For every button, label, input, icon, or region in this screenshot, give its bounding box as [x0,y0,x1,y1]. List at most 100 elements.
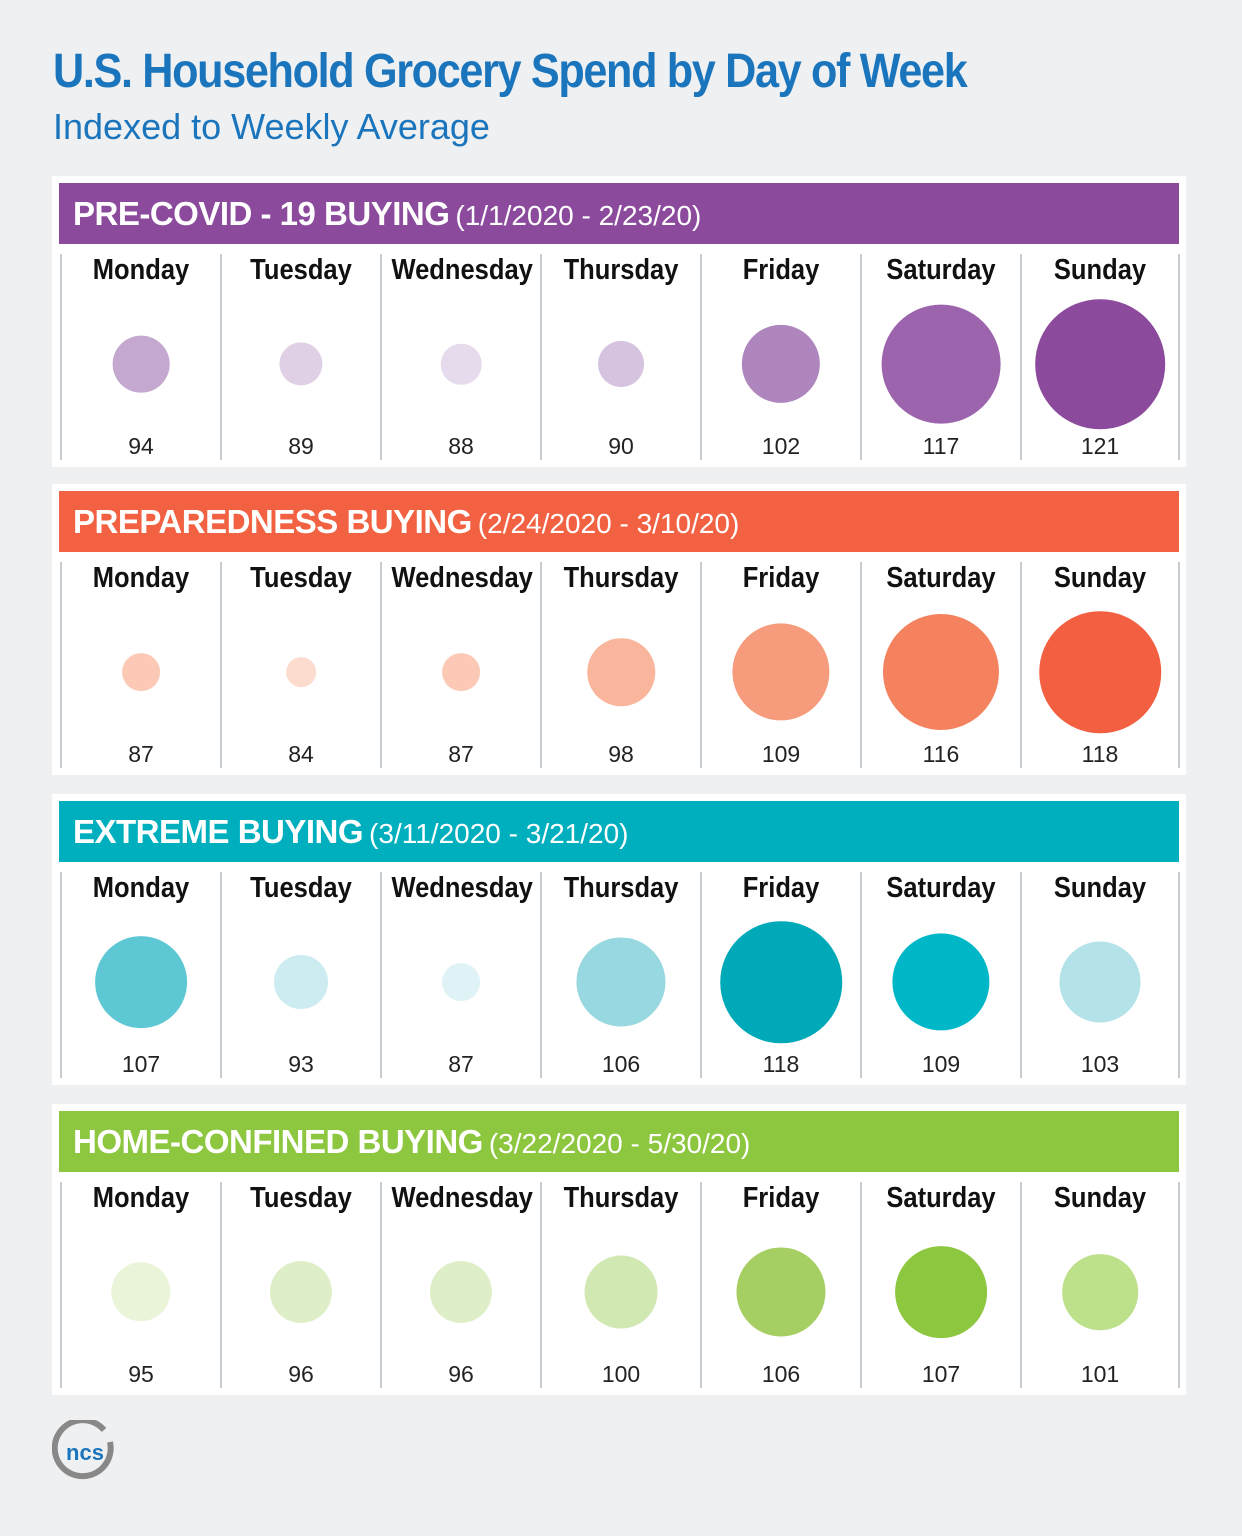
day-cell: Wednesday 96 [380,1182,540,1388]
day-label: Wednesday [391,872,533,904]
day-cell: Sunday 101 [1020,1182,1180,1388]
bubble [440,343,482,385]
index-value: 87 [448,741,474,767]
period-range: (3/22/2020 - 5/30/20) [488,1128,751,1159]
day-label: Monday [92,254,190,286]
period-range: (2/24/2020 - 3/10/20) [477,508,740,539]
day-cell: Tuesday 89 [220,254,380,460]
index-value: 102 [761,433,801,459]
bubble [736,1247,826,1337]
index-value: 121 [1080,433,1120,459]
bubble [598,341,644,387]
bubble [429,1260,493,1324]
period-name: PRE-COVID - 19 BUYING [73,195,450,232]
day-label: Wednesday [391,1182,533,1214]
day-cell: Thursday 98 [540,562,700,768]
day-cell: Monday 94 [60,254,220,460]
bubble [1039,611,1161,733]
period-panel: HOME-CONFINED BUYING (3/22/2020 - 5/30/20… [52,1104,1186,1395]
period-name: PREPAREDNESS BUYING [73,503,472,540]
day-cell: Friday 118 [700,872,860,1078]
bubble [274,955,328,1009]
day-label: Thursday [563,562,679,594]
bubble [95,936,187,1028]
index-value: 87 [448,1051,474,1077]
day-cell: Sunday 118 [1020,562,1180,768]
day-cell: Monday 95 [60,1182,220,1388]
index-value: 96 [288,1361,314,1387]
bubble [279,342,323,386]
day-cell: Thursday 90 [540,254,700,460]
index-value: 103 [1080,1051,1120,1077]
index-value: 107 [921,1361,961,1387]
bubble [895,1246,987,1338]
day-label: Monday [92,872,190,904]
index-value: 95 [128,1361,154,1387]
index-value: 98 [608,741,634,767]
day-label: Friday [742,872,820,904]
period-name: EXTREME BUYING [73,813,364,850]
index-value: 96 [448,1361,474,1387]
day-label: Tuesday [250,1182,352,1214]
index-value: 84 [288,741,314,767]
day-label: Saturday [886,562,996,594]
bubble [442,963,480,1001]
day-label: Thursday [563,1182,679,1214]
index-value: 118 [762,1051,800,1077]
index-value: 90 [608,433,634,459]
index-value: 109 [921,1051,961,1077]
day-label: Friday [742,254,820,286]
day-label: Wednesday [391,254,533,286]
day-cell: Thursday 100 [540,1182,700,1388]
day-label: Saturday [886,254,996,286]
index-value: 89 [288,433,314,459]
day-cell: Monday 87 [60,562,220,768]
day-cell: Sunday 103 [1020,872,1180,1078]
day-cell: Saturday 116 [860,562,1020,768]
day-cell: Friday 106 [700,1182,860,1388]
day-cell: Friday 109 [700,562,860,768]
bubble [720,921,842,1043]
index-value: 100 [601,1361,641,1387]
index-value: 116 [922,741,960,767]
ncs-logo: ncs [51,1417,118,1491]
day-label: Wednesday [391,562,533,594]
index-value: 101 [1080,1361,1120,1387]
day-label: Tuesday [250,562,352,594]
day-label: Monday [92,1182,190,1214]
day-cell: Saturday 107 [860,1182,1020,1388]
period-header: PRE-COVID - 19 BUYING (1/1/2020 - 2/23/20… [59,183,1179,244]
bubble [732,623,830,721]
day-cell: Tuesday 96 [220,1182,380,1388]
index-value: 109 [761,741,801,767]
period-header: HOME-CONFINED BUYING (3/22/2020 - 5/30/20… [59,1111,1179,1172]
period-header: PREPAREDNESS BUYING (2/24/2020 - 3/10/20) [59,491,1179,552]
index-value: 106 [601,1051,641,1077]
chart-subtitle: Indexed to Weekly Average [53,106,490,147]
bubble [122,653,160,691]
day-label: Monday [92,562,190,594]
day-label: Saturday [886,1182,996,1214]
day-cell: Tuesday 93 [220,872,380,1078]
day-label: Friday [742,562,820,594]
period-header: EXTREME BUYING (3/11/2020 - 3/21/20) [59,801,1179,862]
index-value: 118 [1081,741,1119,767]
day-cell: Wednesday 88 [380,254,540,460]
index-value: 106 [761,1361,801,1387]
day-cell: Tuesday 84 [220,562,380,768]
day-cell: Friday 102 [700,254,860,460]
day-label: Sunday [1053,562,1147,594]
bubble [882,613,1000,731]
bubble [442,653,480,691]
period-range: (1/1/2020 - 2/23/20) [455,200,702,231]
svg-text:ncs: ncs [66,1440,104,1465]
day-label: Thursday [563,872,679,904]
index-value: 93 [288,1051,314,1077]
index-value: 87 [128,741,154,767]
bubble [111,1262,171,1322]
bubble [112,335,170,393]
day-cell: Monday 107 [60,872,220,1078]
bubble [1062,1254,1138,1330]
bubble [576,937,666,1027]
